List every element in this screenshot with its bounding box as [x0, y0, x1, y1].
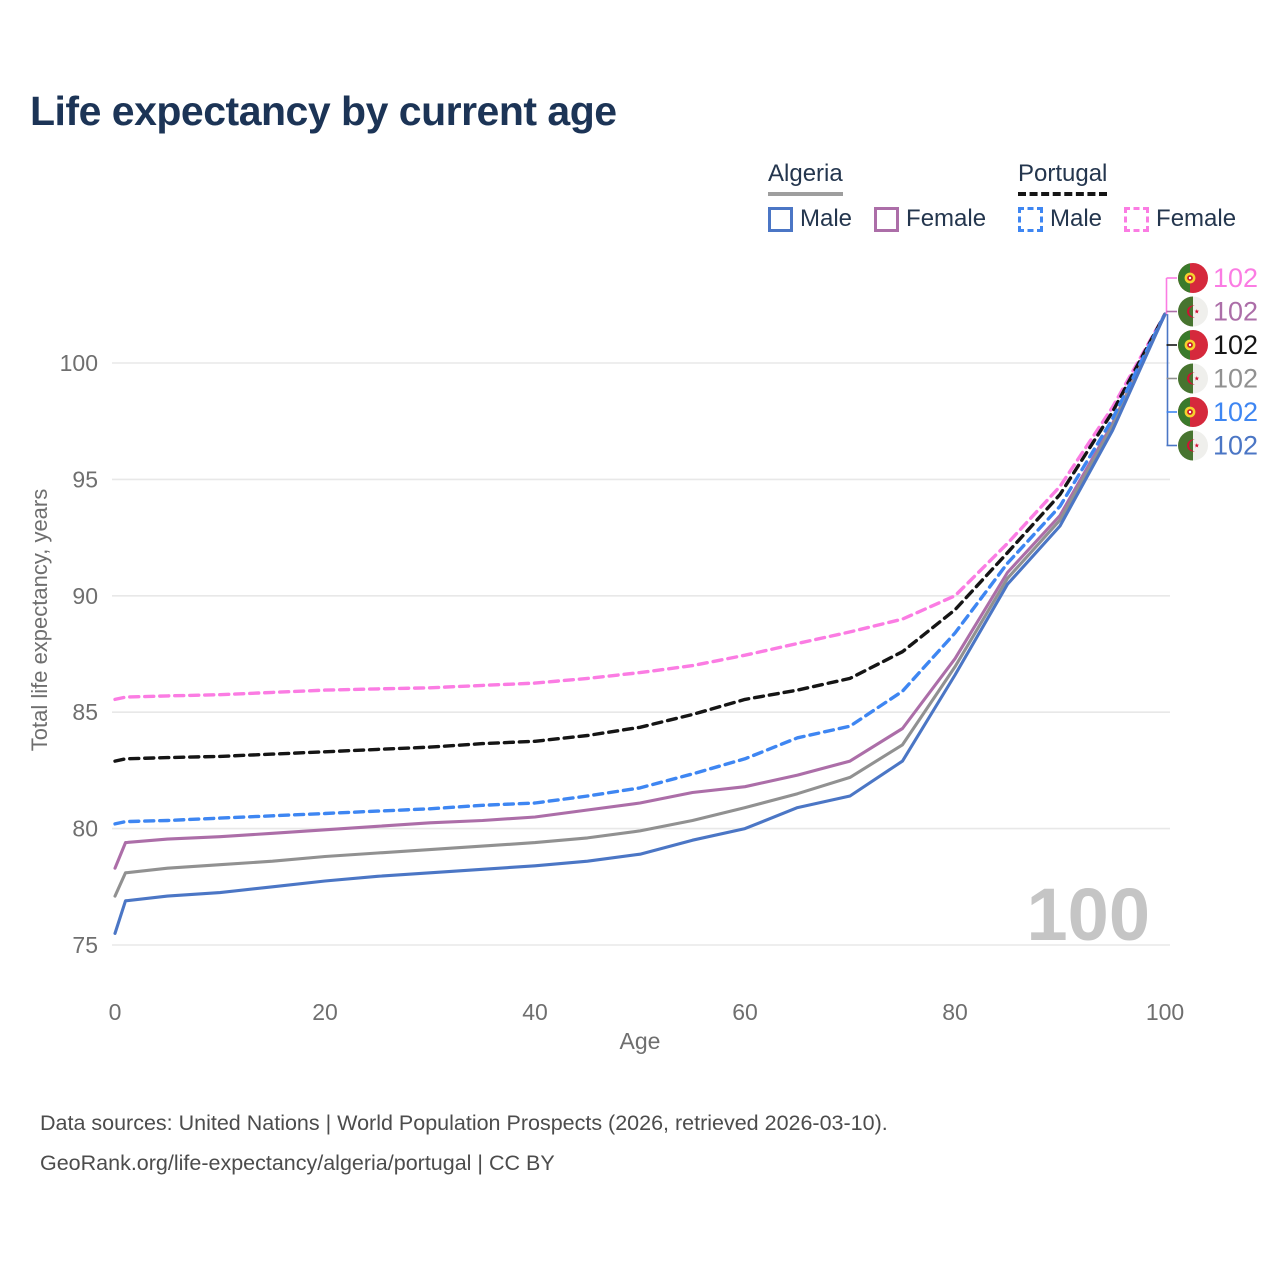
legend-item-portugal-female-label: Female — [1156, 205, 1237, 232]
hovered-age-watermark: 100 — [1027, 873, 1150, 956]
algeria-male-swatch-icon — [768, 206, 793, 232]
legend-country-algeria-label: Algeria — [768, 160, 843, 187]
flag-algeria-icon — [1178, 363, 1208, 394]
y-tick-label-90: 90 — [72, 583, 98, 609]
end-value-algeria-female: 102 — [1213, 297, 1258, 327]
end-value-portugal-female: 102 — [1213, 263, 1258, 293]
legend-item-portugal-male-label: Male — [1050, 205, 1103, 232]
legend-item-portugal-female[interactable]: Female — [1124, 205, 1236, 233]
legend-item-algeria-male-label: Male — [800, 205, 853, 232]
y-tick-label-75: 75 — [72, 932, 98, 958]
end-value-algeria: 102 — [1213, 364, 1258, 394]
x-tick-label-60: 60 — [732, 999, 758, 1025]
x-tick-label-80: 80 — [942, 999, 968, 1025]
legend-item-algeria-female[interactable]: Female — [874, 205, 986, 233]
legend-group-algeria: Algeria Male Female — [768, 160, 986, 233]
y-tick-label-85: 85 — [72, 699, 98, 725]
x-tick-label-100: 100 — [1146, 999, 1184, 1025]
legend-group-portugal: Portugal Male Female — [1018, 160, 1236, 233]
x-tick-label-20: 20 — [312, 999, 338, 1025]
series-line-algeria[interactable] — [113, 312, 1167, 898]
y-axis-title: Total life expectancy, years — [27, 489, 52, 752]
chart-title: Life expectancy by current age — [30, 88, 617, 134]
legend-country-portugal[interactable]: Portugal — [1018, 160, 1108, 196]
portugal-male-swatch-icon — [1018, 206, 1043, 232]
x-tick-label-40: 40 — [522, 999, 548, 1025]
series-line-portugal-male[interactable] — [113, 312, 1167, 826]
series-line-portugal-female[interactable] — [113, 312, 1167, 702]
portugal-female-swatch-icon — [1124, 206, 1150, 232]
y-tick-label-80: 80 — [72, 816, 98, 842]
algeria-female-swatch-icon — [874, 206, 900, 232]
legend-country-portugal-label: Portugal — [1018, 160, 1108, 187]
flag-portugal-icon — [1178, 397, 1208, 427]
x-tick-label-0: 0 — [109, 999, 122, 1025]
data-sources-text: Data sources: United Nations | World Pop… — [40, 1111, 888, 1135]
legend-country-algeria[interactable]: Algeria — [768, 160, 843, 196]
flag-portugal-icon — [1178, 263, 1208, 293]
end-value-algeria-male: 102 — [1213, 431, 1258, 461]
end-value-portugal-male: 102 — [1213, 397, 1258, 427]
series-line-algeria-male[interactable] — [113, 312, 1167, 935]
legend-item-algeria-female-label: Female — [906, 205, 987, 232]
series-line-portugal[interactable] — [113, 312, 1167, 763]
flag-algeria-icon — [1178, 296, 1208, 327]
series-line-algeria-female[interactable] — [113, 312, 1167, 870]
legend-item-portugal-male[interactable]: Male — [1018, 205, 1102, 233]
flag-algeria-icon — [1178, 430, 1208, 461]
chart-footer: Data sources: United Nations | World Pop… — [40, 1103, 888, 1183]
y-tick-label-95: 95 — [72, 466, 98, 492]
end-value-portugal: 102 — [1213, 330, 1258, 360]
legend-item-algeria-male[interactable]: Male — [768, 205, 852, 233]
attribution-text: GeoRank.org/life-expectancy/algeria/port… — [40, 1151, 555, 1175]
x-axis-title: Age — [620, 1028, 661, 1054]
y-tick-label-100: 100 — [60, 350, 98, 376]
flag-portugal-icon — [1178, 330, 1208, 360]
